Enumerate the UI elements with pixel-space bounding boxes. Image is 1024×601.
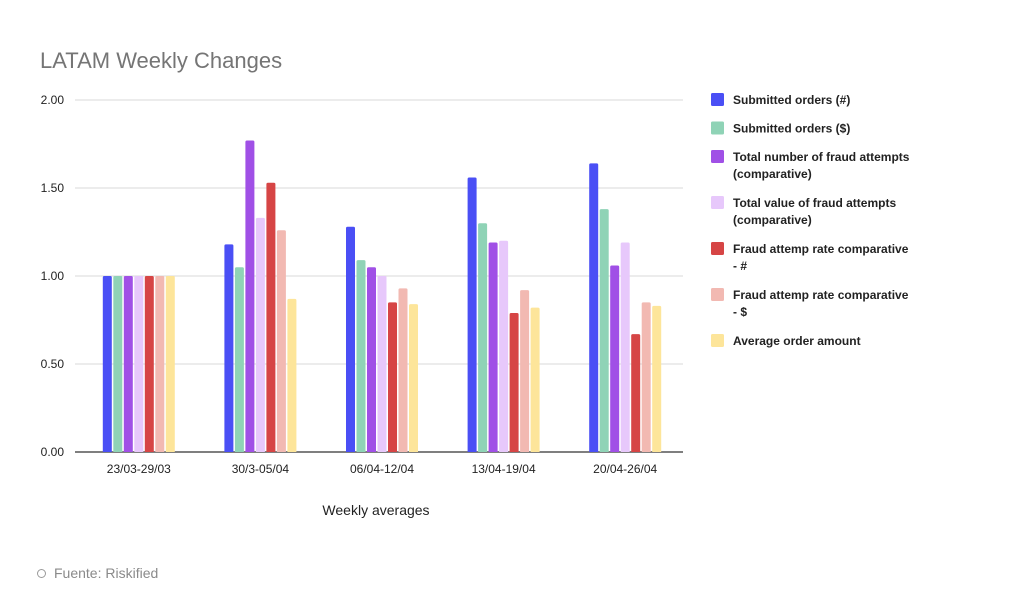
legend-swatch (711, 93, 724, 106)
legend-label: Submitted orders ($) (733, 122, 850, 136)
x-tick-label: 20/04-26/04 (593, 462, 657, 476)
x-tick-label: 13/04-19/04 (472, 462, 536, 476)
bar (409, 304, 418, 452)
legend-label: Fraud attemp rate comparative - # (733, 242, 909, 273)
legend-swatch (711, 334, 724, 347)
bar (102, 276, 112, 452)
bullet-icon (37, 568, 46, 578)
legend-swatch (711, 242, 724, 255)
source-text: Fuente: Riskified (54, 565, 159, 581)
legend-label: Total number of fraud attempts (comparati… (733, 150, 910, 181)
legend-swatch (711, 196, 724, 209)
bar (388, 302, 397, 452)
bar (266, 182, 276, 452)
y-tick-label: 2.00 (41, 93, 65, 107)
bar (134, 276, 144, 452)
bar (530, 307, 540, 452)
legend: Submitted orders (#) Submitted orders ($)… (711, 93, 910, 348)
bar (641, 302, 651, 452)
bar (620, 242, 630, 452)
legend-swatch (711, 121, 724, 135)
x-tick-label: 30/3-05/04 (232, 462, 290, 476)
bar (589, 163, 599, 453)
bar (224, 244, 234, 452)
bar (631, 334, 641, 452)
y-tick-label: 1.00 (41, 269, 65, 283)
bar (520, 290, 530, 452)
legend-swatch (711, 288, 724, 301)
bar (478, 223, 488, 452)
bar (652, 305, 662, 452)
bar (276, 230, 286, 452)
chart-title: LATAM Weekly Changes (40, 48, 282, 73)
source-note: Fuente: Riskified (37, 565, 158, 581)
bar (599, 209, 609, 452)
bar (610, 265, 620, 452)
legend-label: Average order amount (733, 334, 861, 348)
bar (155, 276, 165, 452)
bar (499, 240, 509, 452)
bar (123, 276, 133, 452)
x-tick-label: 23/03-29/03 (107, 462, 171, 476)
bar (467, 177, 477, 452)
y-tick-label: 0.50 (41, 357, 65, 371)
bar (509, 312, 519, 452)
bar (255, 217, 265, 452)
legend-label: Fraud attemp rate comparative - $ (733, 288, 909, 319)
bar (113, 276, 123, 452)
y-tick-label: 1.50 (41, 181, 65, 195)
bar (346, 226, 355, 452)
legend-swatch (711, 150, 724, 163)
bars (102, 140, 662, 453)
x-axis-label: Weekly averages (322, 502, 429, 518)
bar (234, 267, 244, 452)
bar (488, 242, 498, 452)
bar (356, 260, 366, 452)
x-axis-ticks: 23/03-29/03 30/3-05/04 06/04-12/04 13/04-19… (107, 462, 658, 476)
bar (165, 276, 175, 452)
bar (287, 298, 297, 452)
y-tick-label: 0.00 (41, 445, 65, 459)
x-tick-label: 06/04-12/04 (350, 462, 414, 476)
bar (144, 276, 154, 452)
bar (245, 140, 255, 453)
legend-label: Total value of fraud attempts (comparativ… (733, 196, 896, 227)
legend-label: Submitted orders (#) (733, 93, 850, 107)
bar (377, 276, 387, 452)
bar (398, 288, 408, 452)
bar (367, 267, 376, 452)
